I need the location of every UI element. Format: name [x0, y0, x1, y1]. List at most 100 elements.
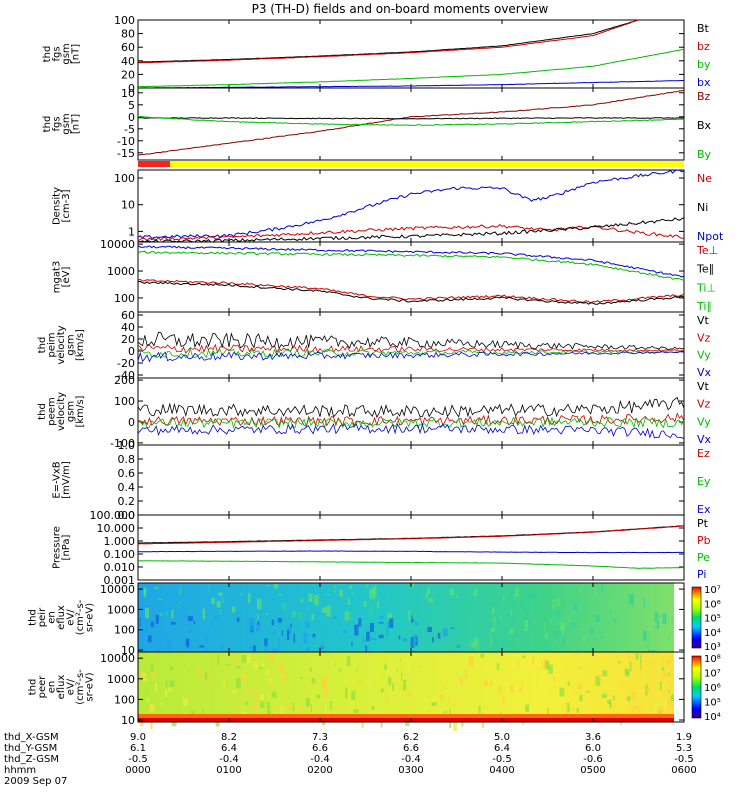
spectrogram-cell	[367, 679, 371, 686]
series-line-Ni	[137, 217, 685, 243]
legend-entry: Ex	[697, 503, 711, 516]
orbit-value: 0100	[216, 765, 241, 776]
spectrogram-cell	[440, 694, 444, 701]
spectrogram-cell	[633, 705, 639, 710]
panel-6	[137, 377, 685, 446]
panel-10	[137, 651, 702, 732]
status-bar-red	[138, 161, 170, 167]
series-line-Vy	[137, 347, 685, 359]
spectrogram-cell	[305, 621, 310, 628]
spectrogram-cell	[365, 583, 369, 589]
spectrogram-cell	[286, 630, 290, 641]
y-axis-label: thd	[42, 116, 53, 133]
spectrogram-cell	[264, 638, 268, 647]
spectrogram-cell	[396, 670, 399, 672]
spectrogram-cell	[281, 673, 284, 678]
legend-entry: Vx	[697, 366, 712, 379]
spectrogram-cell	[393, 655, 395, 663]
orbit-value: 0000	[125, 765, 150, 776]
panel-3	[137, 169, 685, 243]
legend-entry: Vt	[697, 314, 710, 327]
spectrogram-cell	[480, 620, 486, 622]
y-tick-label: 0	[128, 416, 135, 429]
spectrogram-cell	[560, 621, 566, 629]
legend-entry: Ez	[697, 447, 710, 460]
spectrogram-cell	[573, 602, 578, 613]
spectrogram-cell	[240, 674, 246, 682]
series-line-Vz	[137, 343, 685, 354]
spectrogram-cell	[502, 594, 505, 601]
y-axis-label: Pressure	[51, 526, 62, 569]
spectrogram-cell	[595, 614, 600, 622]
spectrogram-cell	[625, 670, 630, 677]
series-line-By	[138, 116, 685, 127]
orbit-value: 9.0	[130, 732, 146, 743]
spectrogram-cell	[349, 611, 353, 621]
spectrogram-cell	[255, 660, 257, 663]
spectrogram-cell	[187, 616, 193, 622]
spectrogram-cell	[171, 609, 174, 619]
spectrogram-cell	[577, 666, 582, 670]
spectrogram-cell	[431, 637, 434, 643]
spectrogram-cell	[665, 626, 667, 633]
spectrogram-cell	[459, 677, 464, 684]
spectrogram-cell	[259, 602, 263, 605]
spectrogram-cell	[216, 600, 221, 608]
spectrogram-cell	[140, 671, 145, 679]
spectrogram-cell	[321, 607, 327, 613]
spectrogram-cell	[666, 660, 672, 664]
spectrogram-cell	[205, 634, 208, 644]
spectrogram-cell	[388, 618, 394, 628]
spectrogram-cell	[310, 704, 313, 713]
y-axis-label: velocity	[56, 392, 67, 431]
spectrogram-cell	[643, 597, 646, 609]
spectrogram-cell	[264, 648, 268, 652]
spectrogram-cell	[265, 670, 271, 675]
spectrogram-cell	[357, 660, 359, 667]
spectrogram-cell	[256, 691, 259, 700]
spectrogram-cell	[388, 676, 392, 686]
spectrogram-cell	[497, 656, 501, 664]
spectrogram-cell	[232, 689, 237, 694]
spectrogram-cell	[492, 607, 495, 614]
spectrogram-cell	[278, 662, 284, 672]
spectrogram-cell	[160, 702, 163, 706]
spectrogram-cell	[146, 622, 148, 634]
spectrogram-cell	[207, 629, 210, 632]
spectrogram-cell	[252, 701, 258, 712]
spectrogram-cell	[363, 601, 367, 607]
series-line-Vt	[137, 396, 685, 419]
series-line-Pt	[138, 525, 685, 544]
spectrogram-cell	[571, 611, 576, 615]
spectrogram-cell	[171, 621, 176, 625]
y-axis-label: peir	[37, 607, 48, 627]
spectrogram-cell	[197, 668, 202, 674]
orbit-value: 0500	[580, 765, 605, 776]
spectrogram-cell	[211, 598, 215, 605]
y-tick-label: 200	[114, 374, 135, 387]
legend-entry: Te⊥	[696, 244, 718, 257]
spectrogram-cell	[468, 656, 474, 668]
y-axis-label: sr-eV)	[85, 672, 96, 701]
spectrogram-cell	[305, 697, 310, 707]
y-axis-label: peem	[47, 397, 58, 425]
spectrogram-cell	[671, 617, 674, 625]
spectrogram-cell	[298, 611, 303, 620]
spectrogram-cell	[672, 694, 674, 697]
y-tick-label: 0	[128, 111, 135, 124]
spectrogram-cell	[188, 670, 190, 672]
legend-entry: Te∥	[696, 263, 714, 276]
orbit-value: 7.3	[312, 732, 328, 743]
spectrogram-cell	[464, 668, 467, 679]
spectrogram-cell	[300, 676, 303, 680]
spectrogram-cell	[506, 702, 510, 705]
colorbar-tick-label: 10⁵	[704, 614, 721, 625]
legend-entry: Vy	[697, 349, 711, 362]
spectrogram-cell	[570, 691, 572, 701]
y-axis-label: thd	[42, 46, 53, 63]
spectrogram-cell	[252, 645, 257, 654]
spectrogram-cell	[334, 663, 336, 665]
spectrogram-cell	[166, 638, 172, 650]
y-tick-label: 100	[114, 624, 135, 637]
spectrogram-cell	[489, 680, 493, 686]
